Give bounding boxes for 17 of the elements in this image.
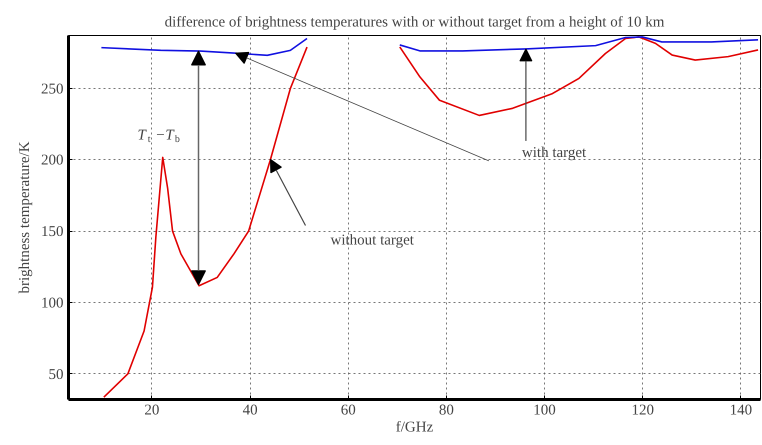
x-tick-label: 40 bbox=[242, 402, 258, 418]
y-tick-label: 100 bbox=[41, 295, 64, 312]
x-tick-label: 100 bbox=[533, 402, 556, 418]
x-axis-title: f/GHz bbox=[396, 420, 434, 436]
x-tick-label: 80 bbox=[438, 402, 454, 418]
x-tick-label: 60 bbox=[340, 402, 356, 418]
annotation: with target bbox=[522, 144, 588, 161]
chart-title: difference of brightness temperatures with or without target from a height of 10 km bbox=[164, 14, 665, 30]
x-tick-label: 140 bbox=[730, 402, 752, 418]
y-axis-title: brightness temperature/K bbox=[17, 141, 33, 294]
y-tick-label: 200 bbox=[41, 152, 64, 169]
y-tick-label: 250 bbox=[41, 81, 64, 98]
annotation: without target bbox=[330, 232, 415, 248]
y-tick-label: 50 bbox=[48, 366, 64, 383]
x-tick-label: 120 bbox=[631, 402, 654, 418]
y-tick-label: 150 bbox=[41, 224, 64, 240]
x-tick-label: 20 bbox=[144, 402, 160, 418]
